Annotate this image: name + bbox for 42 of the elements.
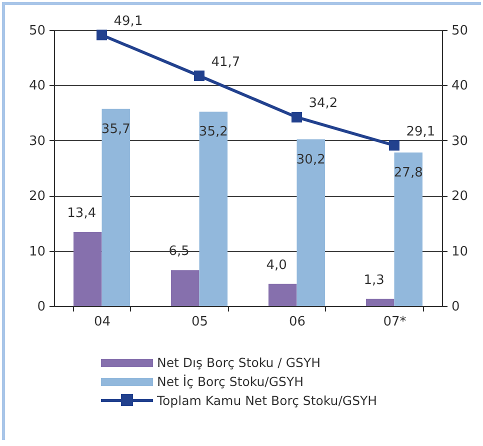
data-label: 35,2 bbox=[198, 124, 228, 140]
bar bbox=[366, 298, 394, 306]
y2-tick-label: 10 bbox=[452, 244, 468, 260]
bar bbox=[268, 284, 297, 306]
y2-tick-label: 30 bbox=[452, 134, 468, 149]
data-label: 41,7 bbox=[211, 54, 240, 70]
data-label: 13,4 bbox=[67, 206, 96, 222]
bar bbox=[170, 270, 200, 306]
point bbox=[292, 112, 302, 122]
legend-label: Net Dış Borç Stoku / GSYH bbox=[157, 355, 321, 370]
x-tick-label: 04 bbox=[94, 314, 111, 330]
y-tick-label: 50 bbox=[28, 24, 46, 38]
data-label: 49,1 bbox=[114, 14, 143, 29]
data-label: 35,7 bbox=[101, 122, 130, 137]
point bbox=[388, 140, 400, 151]
bar bbox=[73, 232, 102, 306]
y-tick-label: 20 bbox=[28, 189, 46, 204]
legend-label: Toplam Kamu Net Borç Stoku/GSYH bbox=[157, 393, 378, 408]
bar bbox=[296, 139, 326, 306]
y-tick-label: 30 bbox=[28, 134, 46, 149]
y-tick-label: 40 bbox=[28, 78, 46, 94]
data-label: 4,0 bbox=[266, 258, 287, 273]
legend-label: Net İç Borç Stoku/GSYH bbox=[157, 374, 304, 389]
y2-tick-label: 20 bbox=[452, 189, 468, 204]
bar bbox=[102, 108, 130, 306]
bar bbox=[199, 112, 228, 306]
data-label: 30,2 bbox=[296, 152, 326, 168]
y-tick-label: 10 bbox=[28, 244, 46, 260]
y-tick-label: 0 bbox=[37, 300, 46, 314]
x-tick-label: 05 bbox=[191, 314, 208, 330]
y2-tick-label: 40 bbox=[452, 78, 468, 94]
point bbox=[96, 30, 108, 40]
bar bbox=[394, 152, 423, 306]
x-tick-label: 06 bbox=[288, 314, 306, 330]
y2-tick-label: 0 bbox=[452, 300, 460, 314]
y2-tick-label: 50 bbox=[452, 24, 468, 38]
x-tick-label: 07* bbox=[383, 314, 407, 330]
data-label: 1,3 bbox=[364, 272, 384, 288]
data-label: 27,8 bbox=[394, 166, 423, 181]
data-label: 34,2 bbox=[308, 96, 338, 112]
data-label: 29,1 bbox=[406, 124, 436, 140]
point bbox=[194, 70, 204, 82]
